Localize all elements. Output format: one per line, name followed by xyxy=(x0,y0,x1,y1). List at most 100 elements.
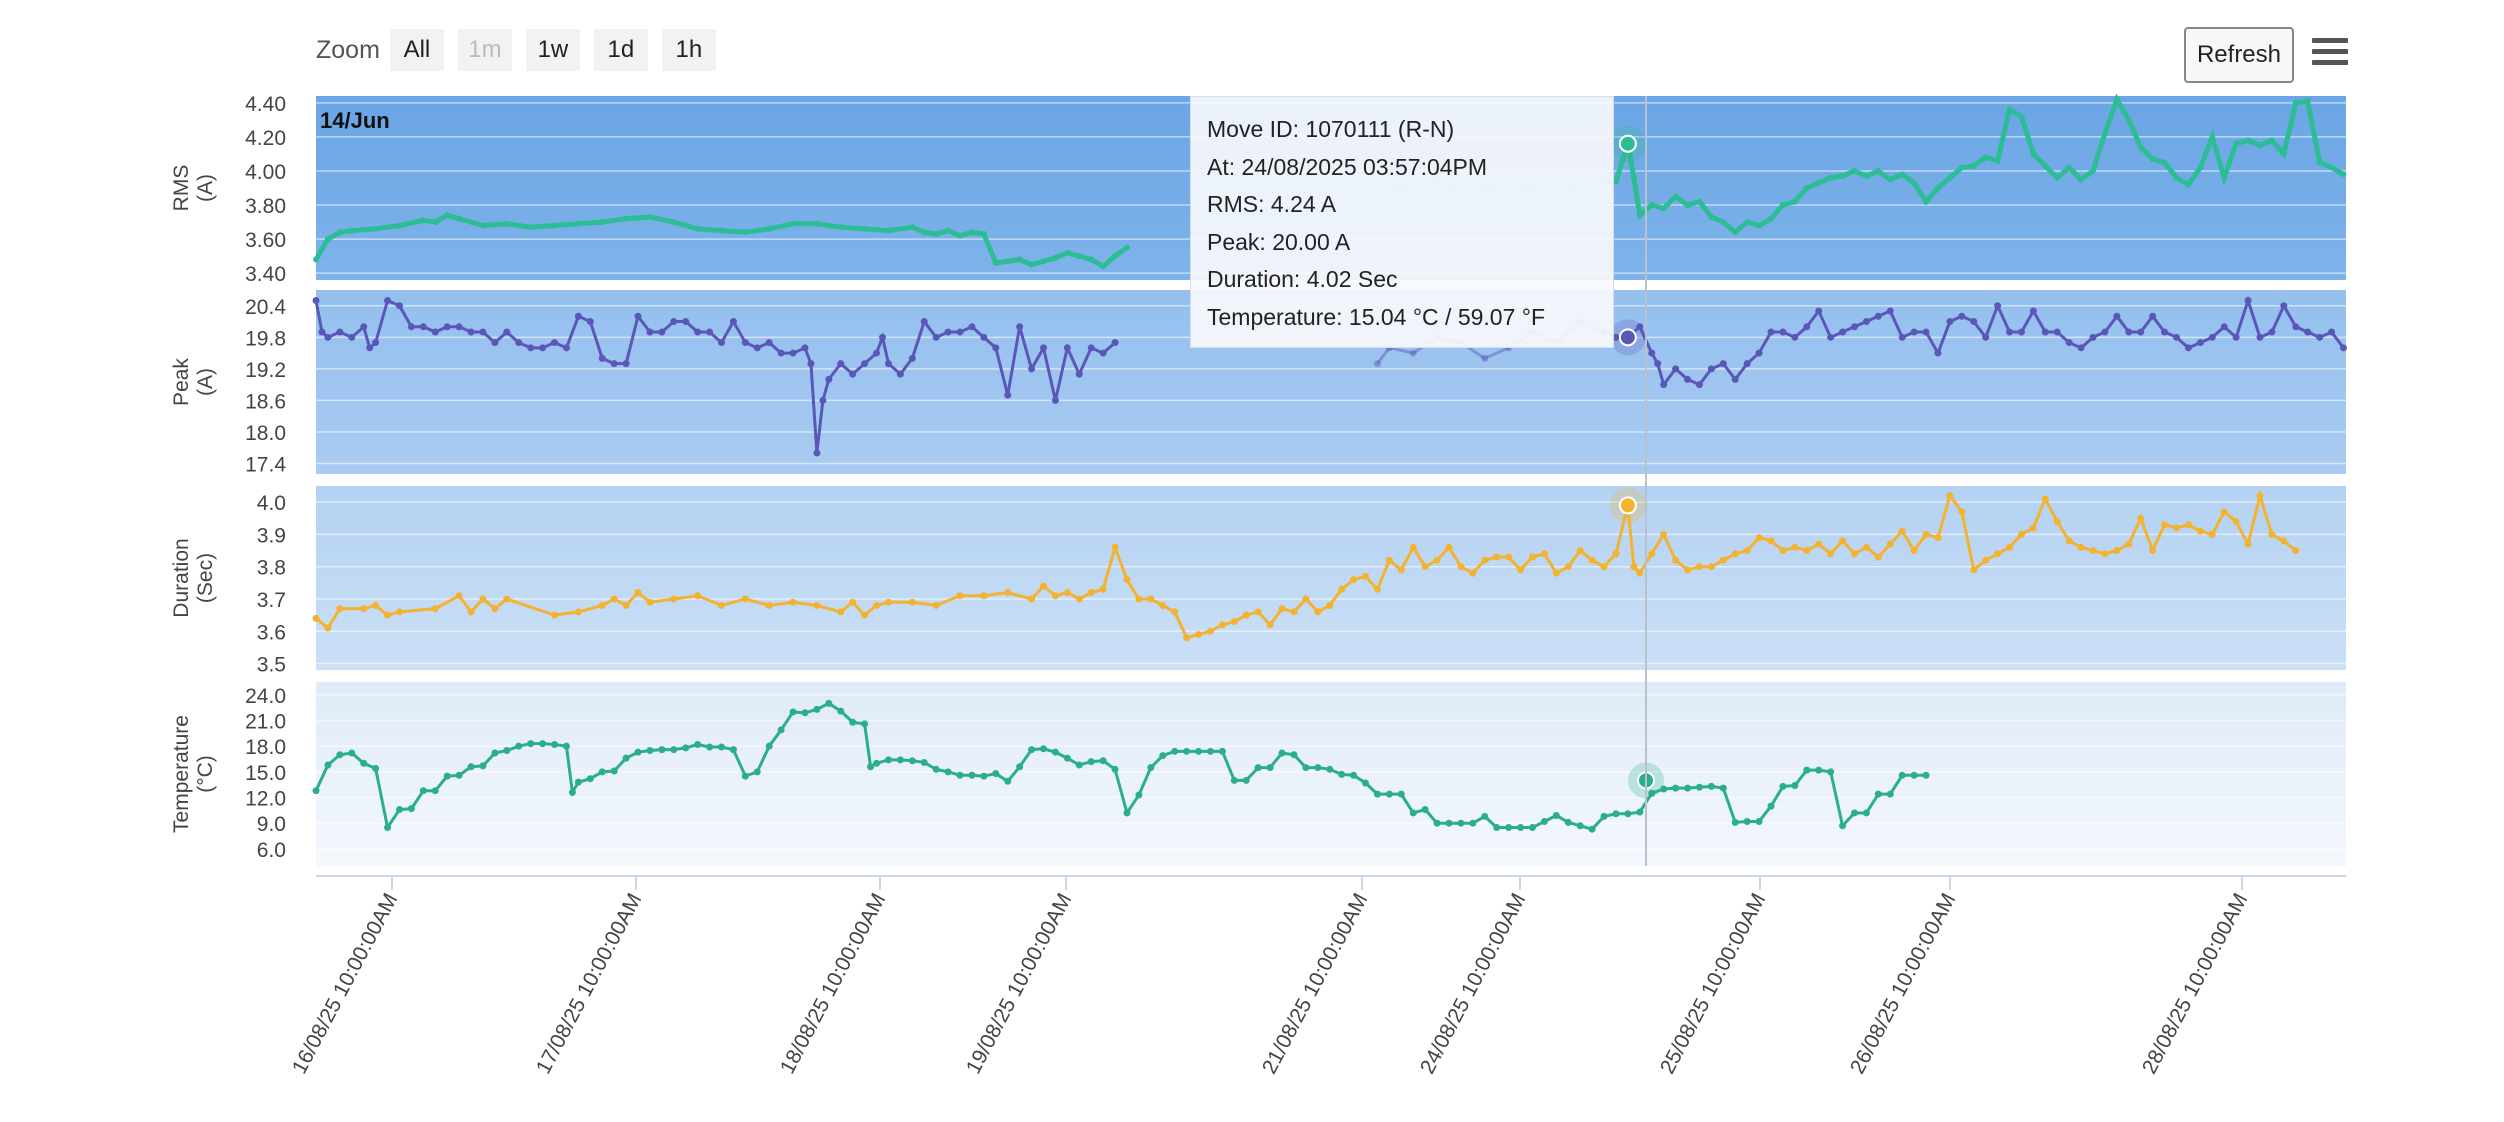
duration-data-point[interactable] xyxy=(1946,492,1954,500)
duration-data-point[interactable] xyxy=(1338,585,1346,593)
duration-data-point[interactable] xyxy=(1850,550,1858,558)
peak-data-point[interactable] xyxy=(598,354,606,362)
peak-data-point[interactable] xyxy=(1827,333,1835,341)
duration-hover-marker[interactable] xyxy=(1618,496,1637,515)
duration-data-point[interactable] xyxy=(1230,618,1238,626)
peak-data-point[interactable] xyxy=(2208,333,2216,341)
peak-data-point[interactable] xyxy=(574,312,582,320)
peak-data-point[interactable] xyxy=(1654,360,1662,368)
rms-data-point[interactable] xyxy=(623,215,630,222)
duration-data-point[interactable] xyxy=(837,608,845,616)
peak-data-point[interactable] xyxy=(1409,349,1417,357)
peak-data-point[interactable] xyxy=(1815,307,1823,315)
duration-data-point[interactable] xyxy=(1612,550,1620,558)
temperature-data-point[interactable] xyxy=(1528,823,1536,831)
duration-data-point[interactable] xyxy=(1266,621,1274,629)
peak-data-point[interactable] xyxy=(1087,344,1095,352)
temperature-data-point[interactable] xyxy=(1397,790,1405,798)
duration-data-point[interactable] xyxy=(598,601,606,609)
rms-data-point[interactable] xyxy=(694,225,701,232)
rms-data-point[interactable] xyxy=(1720,219,1727,226)
temperature-data-point[interactable] xyxy=(777,726,785,734)
peak-data-point[interactable] xyxy=(2053,328,2061,336)
duration-data-point[interactable] xyxy=(1063,589,1071,597)
rms-data-point[interactable] xyxy=(2292,99,2299,106)
rms-data-point[interactable] xyxy=(1052,254,1059,261)
temperature-data-point[interactable] xyxy=(610,767,618,775)
temperature-data-point[interactable] xyxy=(1898,771,1906,779)
duration-data-point[interactable] xyxy=(1087,589,1095,597)
rms-data-point[interactable] xyxy=(1899,171,1906,178)
peak-data-point[interactable] xyxy=(1982,333,1990,341)
rms-data-point[interactable] xyxy=(396,222,403,229)
peak-data-point[interactable] xyxy=(1099,349,1107,357)
peak-data-point[interactable] xyxy=(1803,323,1811,331)
temperature-data-point[interactable] xyxy=(1481,812,1489,820)
temperature-data-point[interactable] xyxy=(1183,747,1191,755)
peak-data-point[interactable] xyxy=(2220,323,2228,331)
duration-data-point[interactable] xyxy=(1445,543,1453,551)
temperature-data-point[interactable] xyxy=(956,771,964,779)
duration-data-point[interactable] xyxy=(1517,566,1525,574)
temperature-data-point[interactable] xyxy=(1445,819,1453,827)
rms-data-point[interactable] xyxy=(1815,179,1822,186)
temperature-data-point[interactable] xyxy=(1373,790,1381,798)
temperature-data-point[interactable] xyxy=(1338,770,1346,778)
rms-data-point[interactable] xyxy=(2137,144,2144,151)
peak-data-point[interactable] xyxy=(968,323,976,331)
rms-data-point[interactable] xyxy=(1934,185,1941,191)
temperature-data-point[interactable] xyxy=(1147,764,1155,772)
peak-data-point[interactable] xyxy=(706,328,714,336)
temperature-data-point[interactable] xyxy=(1779,782,1787,790)
temperature-data-point[interactable] xyxy=(336,751,344,759)
temperature-data-point[interactable] xyxy=(312,787,320,795)
duration-data-point[interactable] xyxy=(2053,518,2061,526)
peak-data-point[interactable] xyxy=(312,297,320,305)
duration-data-point[interactable] xyxy=(467,608,475,616)
duration-data-point[interactable] xyxy=(2017,530,2025,538)
peak-data-point[interactable] xyxy=(1874,312,1882,320)
duration-data-point[interactable] xyxy=(1242,611,1250,619)
temperature-data-point[interactable] xyxy=(1588,825,1596,833)
peak-data-point[interactable] xyxy=(2017,328,2025,336)
peak-data-point[interactable] xyxy=(1791,333,1799,341)
rms-data-point[interactable] xyxy=(1946,174,1953,181)
duration-data-point[interactable] xyxy=(491,605,499,613)
duration-data-point[interactable] xyxy=(1862,543,1870,551)
temperature-data-point[interactable] xyxy=(1755,817,1763,825)
rms-data-point[interactable] xyxy=(2090,167,2097,174)
rms-data-point[interactable] xyxy=(1630,174,1637,181)
peak-data-point[interactable] xyxy=(634,312,642,320)
peak-data-point[interactable] xyxy=(2196,339,2204,347)
temperature-data-point[interactable] xyxy=(813,705,821,713)
temperature-data-point[interactable] xyxy=(419,787,427,795)
rms-data-point[interactable] xyxy=(1732,229,1739,236)
temperature-data-point[interactable] xyxy=(1624,810,1632,818)
rms-data-point[interactable] xyxy=(348,227,355,234)
temperature-data-point[interactable] xyxy=(551,740,559,748)
duration-data-point[interactable] xyxy=(2125,540,2133,548)
rms-data-point[interactable] xyxy=(1672,193,1679,200)
temperature-data-point[interactable] xyxy=(1684,784,1692,792)
rms-data-point[interactable] xyxy=(1827,174,1834,181)
zoom-1d-button[interactable]: 1d xyxy=(593,29,648,71)
temperature-data-point[interactable] xyxy=(1159,752,1167,760)
peak-data-point[interactable] xyxy=(503,328,511,336)
temperature-data-point[interactable] xyxy=(1075,761,1083,769)
rms-data-point[interactable] xyxy=(1791,198,1798,205)
temperature-data-point[interactable] xyxy=(455,771,463,779)
temperature-data-point[interactable] xyxy=(706,743,714,751)
temperature-data-point[interactable] xyxy=(932,765,940,773)
temperature-data-point[interactable] xyxy=(360,759,368,767)
peak-data-point[interactable] xyxy=(908,354,916,362)
rms-data-point[interactable] xyxy=(336,229,343,236)
peak-data-point[interactable] xyxy=(932,333,940,341)
temperature-data-point[interactable] xyxy=(1290,751,1298,759)
temperature-data-point[interactable] xyxy=(1028,746,1036,754)
peak-data-point[interactable] xyxy=(837,360,845,368)
rms-data-point[interactable] xyxy=(575,220,582,227)
rms-data-point[interactable] xyxy=(2256,142,2263,149)
temperature-data-point[interactable] xyxy=(1421,806,1429,814)
rms-data-point[interactable] xyxy=(2101,130,2108,137)
duration-data-point[interactable] xyxy=(1994,550,2002,558)
